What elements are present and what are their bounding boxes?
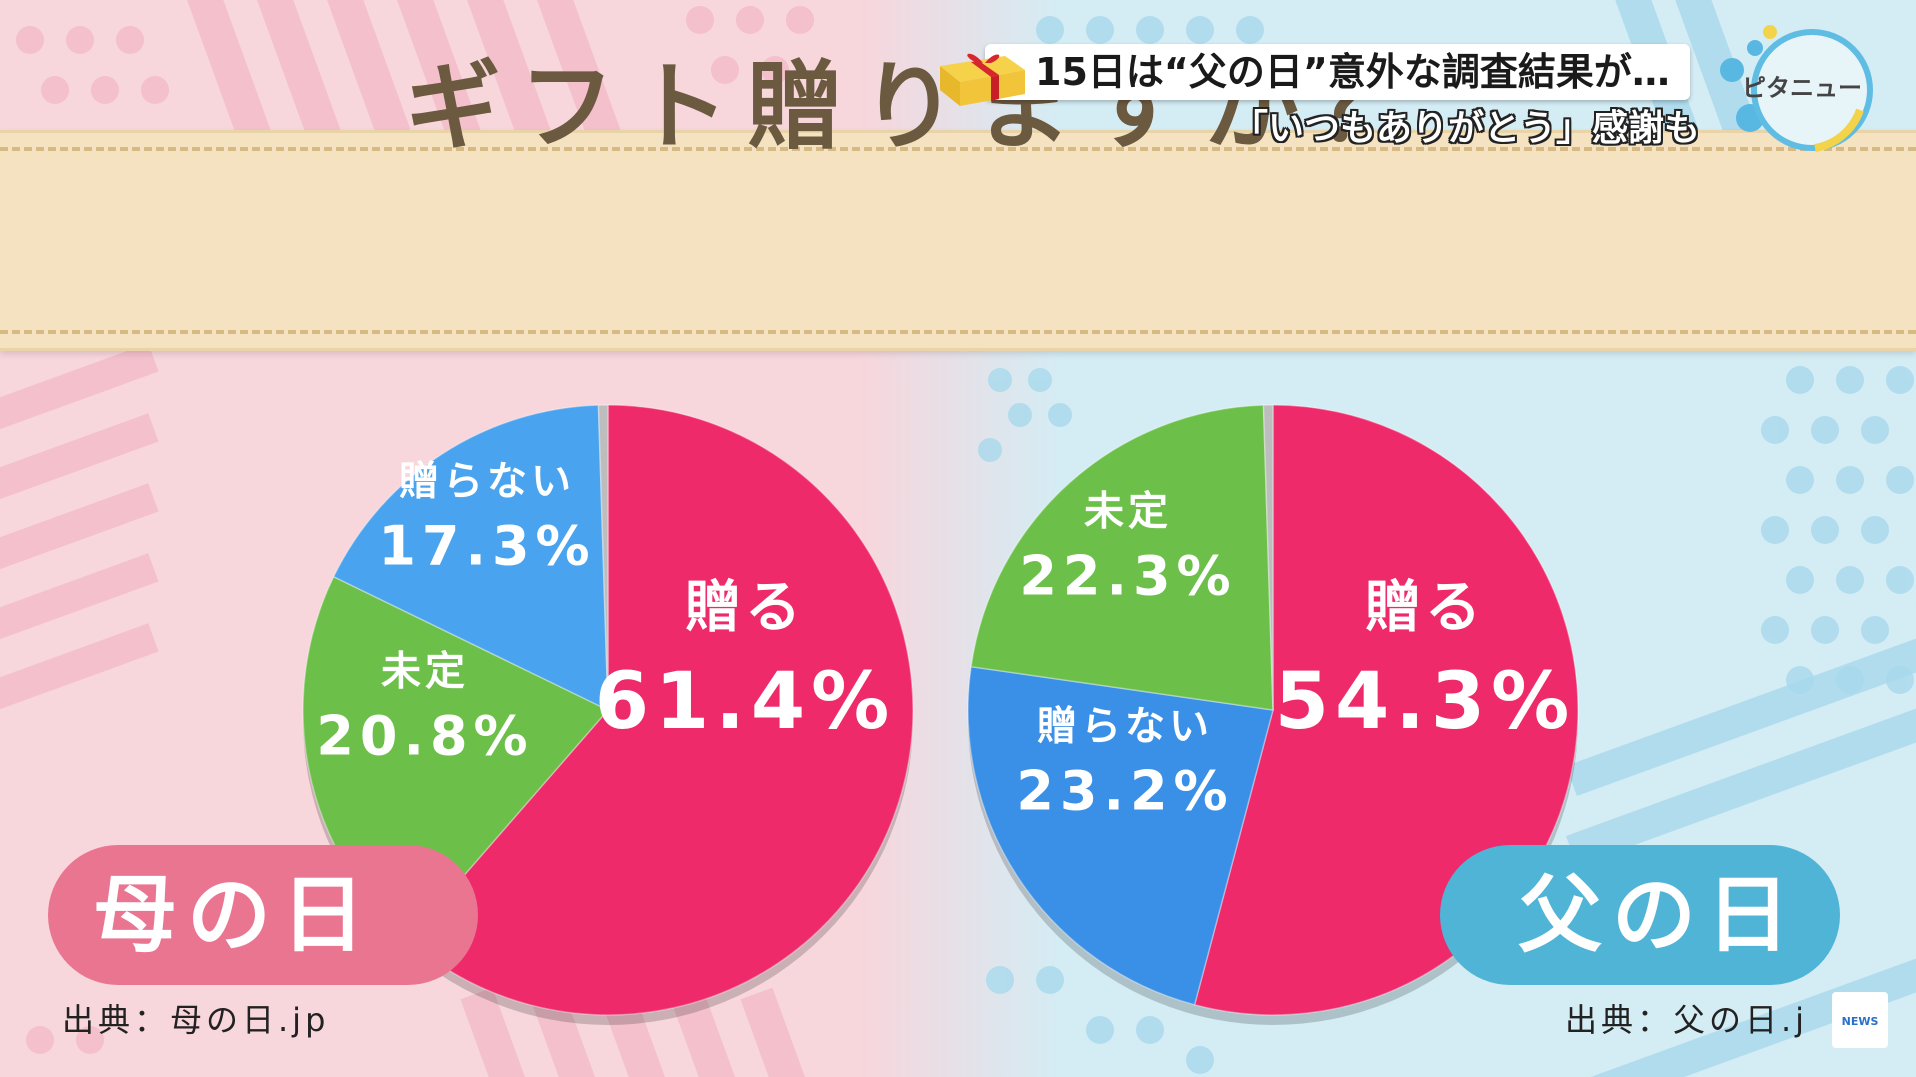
news-subcaption: 「いつもありがとう」感謝も	[1231, 108, 1700, 149]
slice-label: 贈らない	[1037, 704, 1213, 750]
news-badge	[1832, 992, 1888, 1048]
slice-label: 贈らない	[399, 459, 575, 505]
source-mothers-day: 出典：母の日.jp	[62, 1001, 330, 1039]
pie-slice-other	[597, 404, 609, 711]
banner-stitch-top	[0, 147, 1916, 151]
pie-slice-1	[967, 665, 1274, 1006]
slice-value: 54.3%	[1275, 657, 1576, 747]
news-badge-text: NEWS	[1841, 1015, 1879, 1028]
slice-label: 贈る	[1365, 576, 1485, 641]
gift-box-icon	[940, 53, 1025, 106]
slice-value: 20.8%	[316, 705, 533, 768]
program-logo-icon	[1720, 25, 1873, 152]
pie-slice-2	[332, 404, 609, 712]
banner-stitch-bottom	[0, 330, 1916, 334]
news-caption-box	[985, 44, 1690, 100]
pie-slice-2	[970, 404, 1274, 711]
slice-value: 17.3%	[378, 515, 595, 578]
pie-slice-0	[406, 404, 914, 1016]
slice-label: 未定	[381, 649, 469, 695]
news-caption: 15日は“父の日”意外な調査結果が…	[1035, 50, 1670, 94]
program-logo-text: ピタニュー	[1742, 74, 1862, 102]
title-banner	[0, 130, 1916, 351]
fathers-day-label: 父の日	[1440, 845, 1840, 985]
source-fathers-day: 出典：父の日.j	[1565, 1001, 1809, 1039]
slice-value: 23.2%	[1016, 760, 1233, 823]
pie-slice-other	[1262, 404, 1274, 711]
slice-value: 22.3%	[1019, 545, 1236, 608]
slice-value: 61.4%	[595, 657, 896, 747]
pie-chart-fathers-day: 贈る 54.3% 贈らない 23.2% 未定 22.3%	[967, 404, 1579, 1025]
mothers-day-label: 母の日	[48, 845, 478, 985]
slice-label: 贈る	[685, 576, 805, 641]
slice-label: 未定	[1084, 489, 1172, 535]
